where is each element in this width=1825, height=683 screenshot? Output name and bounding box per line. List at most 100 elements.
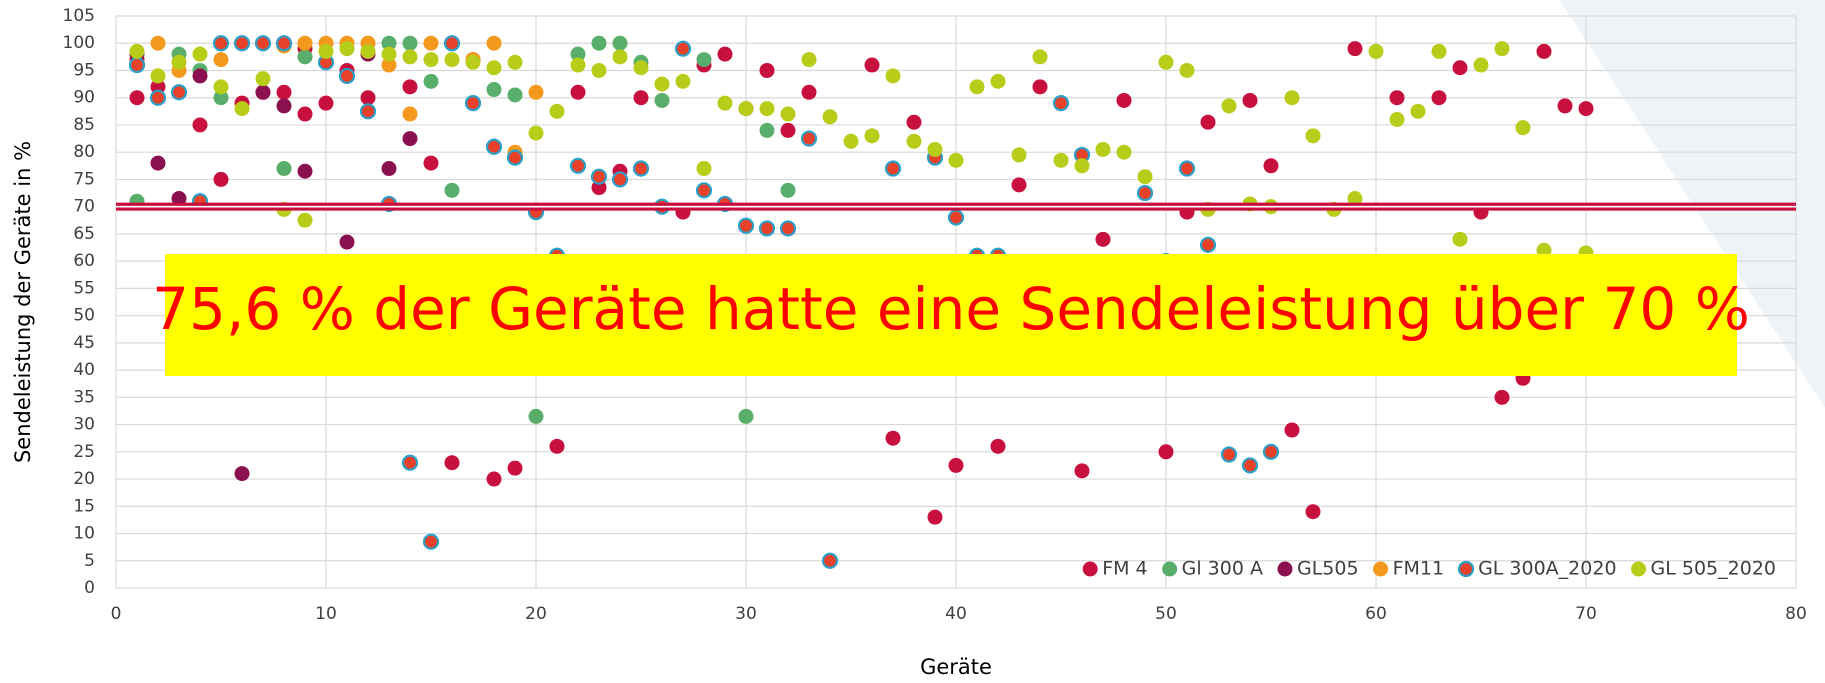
point: [360, 90, 376, 106]
point: [297, 35, 313, 51]
point: [1494, 41, 1510, 57]
y-tick-label: 55: [73, 278, 95, 298]
legend-item: GL 505_2020: [1631, 558, 1776, 580]
point: [1494, 389, 1510, 405]
point: [507, 460, 523, 476]
point: [737, 217, 755, 234]
point: [948, 152, 964, 168]
y-tick-label: 95: [73, 60, 95, 80]
x-tick-label: 40: [945, 604, 967, 624]
legend-marker: [1373, 561, 1389, 577]
y-tick-label: 85: [73, 115, 95, 135]
point: [1095, 231, 1111, 247]
x-axis-title: Geräte: [920, 655, 992, 679]
point: [213, 79, 229, 95]
y-tick-label: 90: [73, 88, 95, 108]
point: [339, 234, 355, 250]
y-tick-label: 0: [84, 578, 95, 598]
point: [822, 109, 838, 125]
point: [1241, 457, 1259, 474]
point: [780, 106, 796, 122]
point: [233, 35, 251, 52]
point: [717, 95, 733, 111]
point: [1347, 190, 1363, 206]
point: [150, 35, 166, 51]
point: [1136, 184, 1154, 202]
point: [192, 46, 208, 62]
point: [275, 35, 293, 52]
legend-item: FM 4: [1082, 558, 1148, 580]
point: [780, 182, 796, 198]
point: [590, 168, 608, 185]
y-tick-label: 75: [73, 169, 95, 189]
legend-label: GL 505_2020: [1651, 558, 1776, 580]
point: [738, 408, 754, 424]
point: [990, 73, 1006, 89]
point: [171, 54, 187, 70]
x-tick-label: 20: [525, 604, 547, 624]
point: [486, 35, 502, 51]
legend-label: GL 300A_2020: [1478, 558, 1616, 580]
y-tick-label: 45: [73, 333, 95, 353]
point: [1053, 152, 1069, 168]
point: [612, 35, 628, 51]
point: [402, 35, 418, 51]
point: [1389, 90, 1405, 106]
legend-item: Gl 300 A: [1162, 558, 1263, 580]
point: [381, 57, 397, 73]
y-tick-label: 40: [73, 360, 95, 380]
point: [927, 141, 943, 157]
y-tick-label: 70: [73, 197, 95, 217]
point: [150, 68, 166, 84]
point: [423, 52, 439, 68]
point: [1557, 98, 1573, 114]
legend-label: GL505: [1297, 558, 1359, 580]
y-tick-label: 25: [73, 442, 95, 462]
point: [633, 90, 649, 106]
x-tick-label: 80: [1785, 604, 1807, 624]
point: [611, 171, 629, 188]
point: [801, 52, 817, 68]
y-tick-label: 100: [63, 33, 95, 53]
point: [465, 54, 481, 70]
x-tick-label: 0: [111, 604, 122, 624]
point: [717, 46, 733, 62]
x-tick-label: 50: [1155, 604, 1177, 624]
point: [507, 87, 523, 103]
point: [549, 103, 565, 119]
point: [759, 101, 775, 117]
x-tick-label: 60: [1365, 604, 1387, 624]
point: [549, 438, 565, 454]
point: [254, 35, 272, 52]
point: [212, 35, 230, 52]
point: [948, 457, 964, 473]
legend-item: GL 300A_2020: [1457, 558, 1617, 580]
point: [402, 79, 418, 95]
point: [570, 46, 586, 62]
point: [1074, 463, 1090, 479]
point: [171, 190, 187, 206]
point: [381, 46, 397, 62]
point: [129, 90, 145, 106]
point: [486, 60, 502, 76]
point: [779, 220, 797, 237]
point: [381, 161, 397, 177]
point: [654, 92, 670, 108]
point: [1262, 443, 1280, 460]
point: [696, 52, 712, 68]
point: [401, 454, 419, 471]
point: [1095, 141, 1111, 157]
point: [1389, 112, 1405, 128]
x-tick-label: 30: [735, 604, 757, 624]
point: [969, 79, 985, 95]
y-tick-label: 105: [63, 6, 95, 26]
point: [1284, 90, 1300, 106]
point: [402, 106, 418, 122]
point: [213, 171, 229, 187]
point: [128, 56, 146, 74]
point: [486, 82, 502, 98]
point: [297, 163, 313, 179]
point: [276, 161, 292, 177]
point: [800, 130, 818, 147]
y-tick-label: 80: [73, 142, 95, 162]
